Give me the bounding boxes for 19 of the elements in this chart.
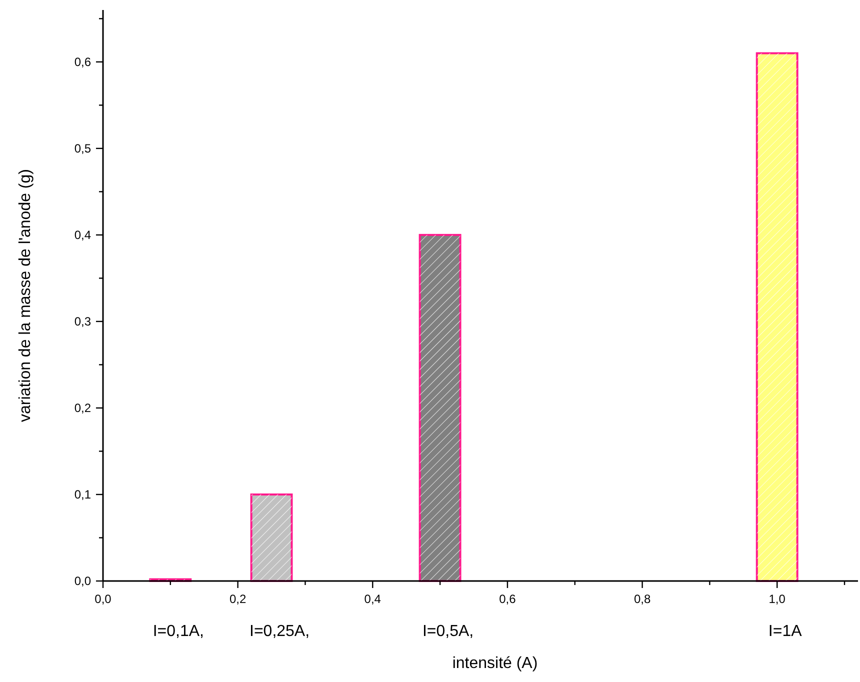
y-tick-label: 0,3: [74, 314, 92, 328]
x-tick-label: 0,6: [499, 592, 516, 606]
y-tick-label: 0,1: [74, 487, 92, 502]
text: I=0,5A,: [422, 623, 474, 640]
y-tick-label: 0,5: [74, 141, 92, 156]
x-tick-label: 0,8: [634, 592, 651, 606]
y-tick-label: 0,6: [74, 54, 92, 69]
x-tick-label: 0,2: [229, 592, 246, 606]
y-tick-label: 0,2: [74, 400, 92, 415]
x-tick-label: 0,0: [94, 592, 112, 606]
y-axis-title: variation de la masse de l'anode (g): [17, 169, 34, 422]
text: I=0,1A,: [152, 623, 204, 640]
text: I=0,25A,: [250, 623, 310, 640]
x-tick-label: 1,0: [768, 592, 786, 606]
y-tick-label: 0,0: [74, 574, 92, 588]
text: I=1A: [768, 623, 802, 640]
x-tick-label: 0,4: [364, 592, 382, 606]
y-tick-label: 0,4: [74, 228, 92, 242]
x-axis-title: intensité (A): [452, 655, 538, 672]
